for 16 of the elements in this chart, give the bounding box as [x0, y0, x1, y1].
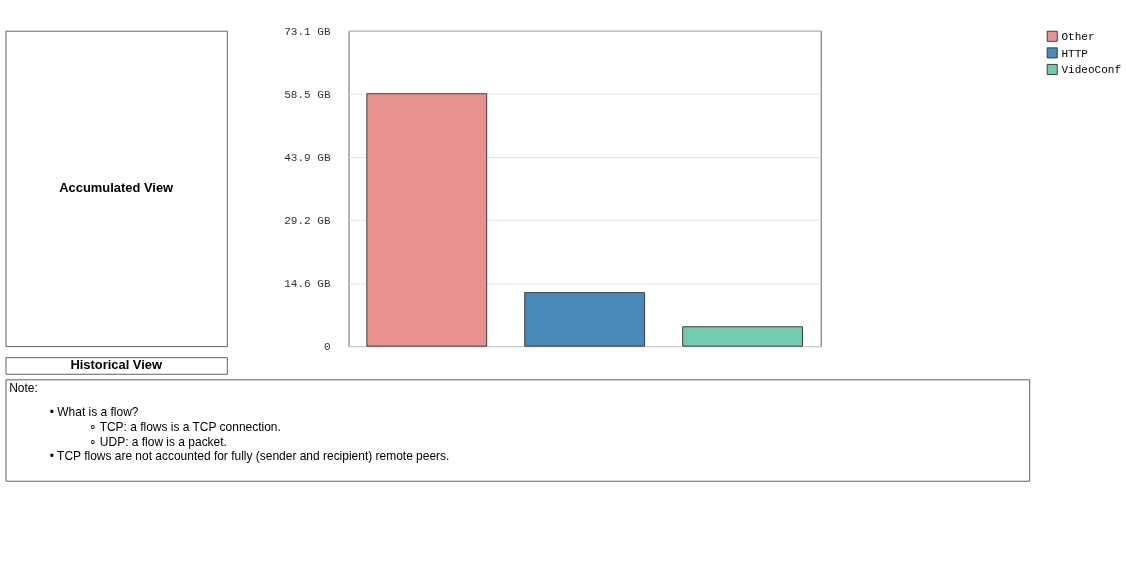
y-tick-label: 58.5 GB [284, 88, 331, 101]
text: Accumulated View [59, 180, 175, 196]
y-tick-label: 0 [323, 341, 331, 354]
text: ∘ TCP: a flows is a TCP connection. [88, 419, 281, 434]
y-tick-label: 14.6 GB [284, 278, 331, 291]
text: • What is a flow? [49, 405, 139, 420]
y-tick-label: 29.2 GB [284, 215, 331, 228]
text: Historical View [70, 357, 163, 373]
y-tick-label: 73.1 GB [284, 25, 331, 38]
y-tick-label: 43.9 GB [284, 151, 331, 164]
text: ∘ UDP: a flow is a packet. [88, 434, 227, 449]
text: • TCP flows are not accounted for fully (sender and recipient) remote peers. [49, 449, 450, 464]
legend-label: VideoConf [1061, 64, 1122, 77]
legend-label: Other [1061, 30, 1095, 43]
legend-label: HTTP [1061, 47, 1089, 60]
text: Note: [9, 381, 38, 396]
